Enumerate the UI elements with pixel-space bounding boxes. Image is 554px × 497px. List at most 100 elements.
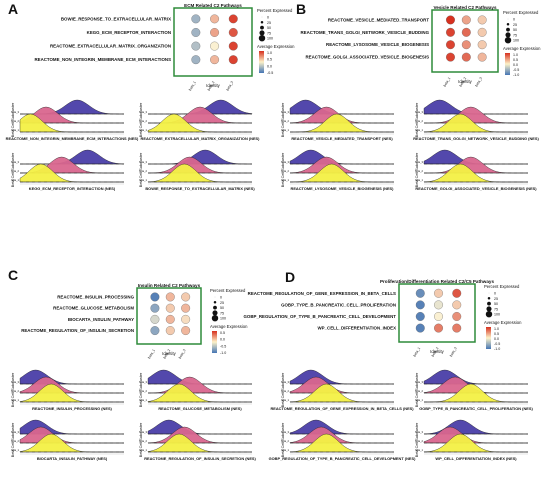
ridge-xlabel: GOBP_REGULATION_OF_TYPE_B_PANCREATIC_CEL…: [269, 456, 416, 461]
percent-legend-dot: [506, 27, 510, 32]
ridge-density: [147, 163, 252, 183]
percent-legend-title: Percent Expressed: [210, 288, 246, 293]
percent-legend-dot: [260, 21, 264, 24]
ridge-group-label: beta_1: [281, 398, 289, 402]
ridge-density: [19, 106, 124, 124]
dot-marker: [150, 314, 160, 324]
ridge-xlabel: REACTOME_LYSOSOME_VESICLE_BIOGENESIS (NE…: [291, 186, 395, 191]
percent-legend-title: Percent Expressed: [257, 8, 293, 13]
ridge-ylabel: Beta Cell Subcluster: [415, 152, 419, 187]
ridge-group-label: beta_2: [139, 119, 147, 123]
ridge-group-label: beta_1: [11, 128, 19, 132]
dot-marker: [228, 41, 238, 51]
dot-marker: [477, 40, 487, 50]
ridge-group-label: beta_3: [139, 110, 147, 114]
dot-marker: [210, 55, 220, 65]
pathway-label: REACTOME_TRANS_GOLGI_NETWORK_VESICLE_BUD…: [301, 30, 430, 35]
ridgeline-plot: [19, 419, 124, 455]
ridge-density: [289, 149, 394, 165]
avg-legend-bar: [505, 53, 510, 75]
ridge-density: [19, 369, 124, 385]
percent-legend-title: Percent Expressed: [484, 284, 520, 289]
ridge-group-label: beta_3: [281, 160, 289, 164]
ridge-density: [423, 426, 528, 444]
ridge-xlabel: REACTOME_REGULATION_OF_INSULIN_SECRETION…: [144, 456, 256, 461]
percent-legend-value: 0: [220, 296, 222, 300]
pathway-label: KEGG_ECM_RECEPTOR_INTERACTION: [87, 30, 171, 35]
ridgeline-plot: [289, 149, 394, 185]
ridge-density: [289, 369, 394, 385]
ridge-group-label: beta_3: [11, 380, 19, 384]
ridge-group-label: beta_2: [415, 439, 423, 443]
pathway-label: REACTOME_REGULATION_OF_INSULIN_SECRETION: [21, 328, 134, 333]
dot-marker: [446, 52, 455, 62]
ridge-density: [423, 113, 528, 133]
ridge-group-label: beta_1: [415, 128, 423, 132]
percent-legend-value: 50: [267, 26, 271, 30]
ridge-xlabel: REACTOME_REGULATION_OF_GENE_EXPRESSION_I…: [270, 406, 414, 411]
ridge-density: [289, 426, 394, 444]
dot-marker: [165, 314, 175, 324]
avg-legend-tick: -0.5: [220, 344, 226, 348]
dot-marker: [415, 288, 425, 298]
ridge-density: [423, 163, 528, 183]
ridge-ylabel: Beta Cell Subcluster: [281, 152, 285, 187]
avg-legend-tick: 0.5: [494, 332, 499, 336]
ridge-ylabel: Beta Cell Subcluster: [415, 372, 419, 407]
dotplot-group-label: beta_3: [449, 346, 458, 357]
dotplot-frame: [173, 7, 253, 77]
ridge-group-label: beta_3: [415, 430, 423, 434]
dot-marker: [228, 14, 238, 24]
percent-legend-value: 100: [267, 37, 273, 41]
dot-marker: [477, 15, 487, 25]
pathway-label: REACTOME_EXTRACELLULAR_MATRIX_ORGANIZATI…: [50, 44, 171, 49]
percent-legend-value: 100: [220, 317, 226, 321]
ridge-density: [423, 433, 528, 453]
ridge-ylabel: Beta Cell Subcluster: [281, 102, 285, 137]
percent-legend-value: 25: [220, 301, 224, 305]
ridge-density: [289, 383, 394, 403]
dot-marker: [415, 300, 425, 310]
ridge-group-label: beta_2: [415, 389, 423, 393]
percent-legend-dot: [485, 311, 493, 318]
percent-legend-dot: [213, 305, 217, 310]
ridge-density: [19, 163, 124, 183]
dotplot-group-label: beta_3: [225, 80, 234, 91]
ridge-group-label: beta_3: [11, 160, 19, 164]
pathway-label: REACTOME_GOLGI_ASSOCIATED_VESICLE_BIOGEN…: [305, 55, 429, 60]
percent-legend-dot: [258, 35, 266, 42]
avg-legend-tick: -0.5: [494, 342, 500, 346]
ridge-group-label: beta_3: [415, 160, 423, 164]
dot-marker: [415, 323, 425, 333]
ridge-density: [289, 99, 394, 115]
ridge-group-label: beta_1: [139, 398, 147, 402]
ridge-density: [289, 433, 394, 453]
dotplot-title: Insulin Related C2 Pathways: [138, 283, 201, 288]
ridge-group-label: beta_3: [415, 110, 423, 114]
ridge-group-label: beta_2: [139, 169, 147, 173]
ridge-ylabel: Beta Cell Subcluster: [11, 102, 15, 137]
ridgeline-plot: [19, 149, 125, 185]
dot-marker: [477, 27, 487, 37]
ridge-ylabel: Beta Cell Subcluster: [11, 422, 15, 457]
ridge-ylabel: Beta Cell Subcluster: [281, 422, 285, 457]
dot-marker: [228, 28, 238, 37]
percent-legend-dot: [211, 315, 219, 322]
ridge-ylabel: Beta Cell Subcluster: [11, 372, 15, 407]
ridge-group-label: beta_1: [139, 448, 147, 452]
dot-marker: [150, 303, 160, 313]
ridge-xlabel: REACTOME_EXTRACELLULAR_MATRIX_ORGANIZATI…: [141, 136, 261, 141]
ridge-density: [19, 433, 124, 453]
dot-marker: [461, 15, 471, 25]
dot-marker: [452, 300, 462, 310]
dotplot-group-label: beta_2: [431, 346, 440, 357]
dotplot-frame: [136, 287, 202, 345]
avg-legend-tick: 1.0: [267, 51, 272, 55]
dot-marker: [452, 312, 462, 321]
ridge-density: [289, 156, 394, 174]
ridge-xlabel: WP_CELL_DIFFERENTIATION_INDEX (NES): [435, 456, 517, 461]
ridgeline-plot: [19, 369, 124, 405]
percent-legend-dot: [487, 301, 491, 306]
ridge-density: [289, 376, 394, 394]
avg-legend-bar: [259, 51, 264, 73]
